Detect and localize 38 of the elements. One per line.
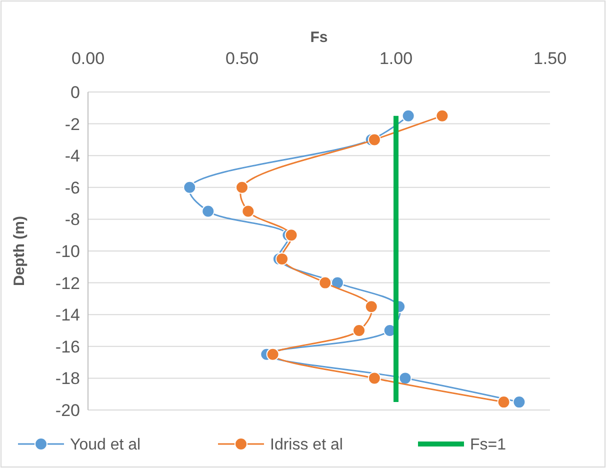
y-tick-label: -14	[55, 306, 80, 325]
y-axis-title: Depth (m)	[11, 216, 28, 286]
point	[368, 372, 381, 385]
x-tick-label: 0.50	[225, 49, 259, 68]
y-tick-label: -8	[64, 210, 80, 230]
point	[276, 252, 289, 266]
point	[330, 276, 344, 290]
point	[512, 396, 526, 409]
y-tick-label: -12	[55, 274, 80, 293]
point	[436, 109, 449, 122]
y-tick-label: 0	[70, 82, 80, 102]
y-tick-label: -10	[55, 242, 80, 261]
legend-label: Youd et al	[70, 436, 141, 454]
point	[368, 133, 381, 146]
x-axis-title: Fs	[310, 29, 328, 46]
point	[236, 180, 248, 194]
x-tick-label: 0.00	[71, 49, 105, 68]
point	[398, 372, 412, 385]
point	[284, 228, 298, 242]
x-tick-label: 1.50	[533, 49, 567, 68]
point	[183, 180, 196, 194]
legend-label: Fs=1	[470, 436, 506, 454]
y-tick-label: -16	[55, 337, 80, 356]
y-tick-label: -20	[55, 400, 80, 420]
legend-label: Idriss et al	[270, 436, 343, 454]
point	[364, 300, 378, 314]
y-tick-label: -6	[64, 178, 80, 198]
point	[242, 204, 255, 218]
point	[318, 276, 332, 290]
y-tick-label: -18	[55, 369, 80, 388]
x-tick-label: 1.00	[379, 49, 413, 68]
point	[202, 204, 215, 218]
y-tick-label: -4	[64, 146, 80, 166]
point	[352, 324, 366, 337]
point	[402, 109, 415, 122]
point	[266, 348, 280, 361]
y-tick-label: -2	[64, 114, 80, 134]
point	[497, 396, 510, 409]
